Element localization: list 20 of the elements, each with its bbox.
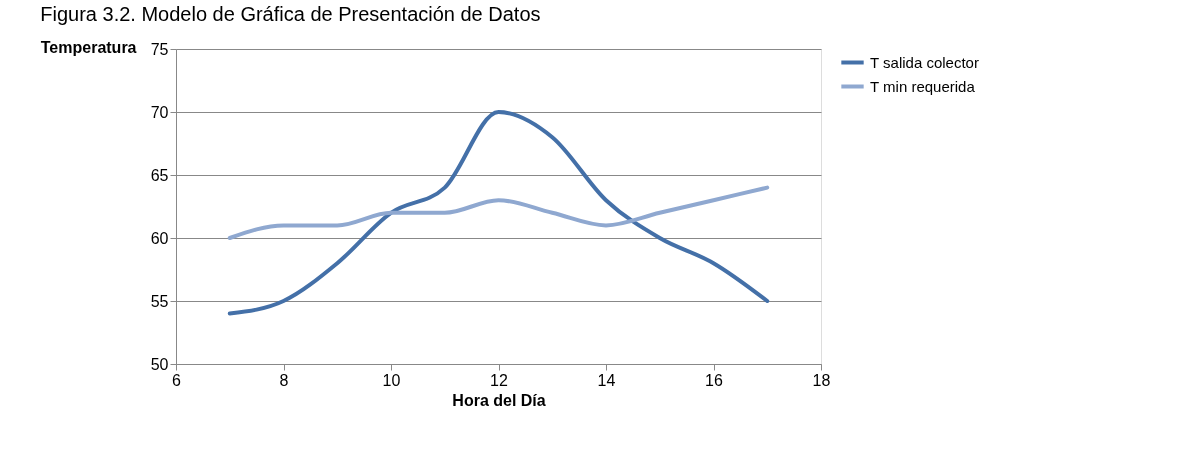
x-tick-label: 12: [490, 371, 508, 389]
x-tick-label: 8: [279, 371, 289, 389]
y-tick-label: 65: [150, 166, 169, 184]
y-axis-title: Temperatura: [40, 38, 137, 56]
y-tick-label: 60: [150, 229, 169, 247]
x-axis-title: Hora del Día: [452, 391, 546, 409]
y-tick-label: 75: [150, 40, 169, 58]
x-tick-label: 14: [597, 371, 616, 389]
y-tick-label: 50: [150, 355, 169, 373]
line-series: [227, 110, 770, 316]
x-tick-label: 18: [812, 371, 831, 389]
y-tick-label: 55: [150, 292, 169, 310]
x-tick-label: 10: [382, 371, 401, 389]
y-tick-label: 70: [150, 103, 169, 121]
legend-label: T salida colector: [870, 53, 979, 71]
legend-label: T min requerida: [870, 77, 976, 95]
chart-title: Figura 3.2. Modelo de Gráfica de Presentación de Datos: [40, 3, 541, 25]
line-series: [227, 185, 770, 240]
x-tick-label: 6: [172, 371, 182, 389]
x-tick-label: 16: [705, 371, 723, 389]
